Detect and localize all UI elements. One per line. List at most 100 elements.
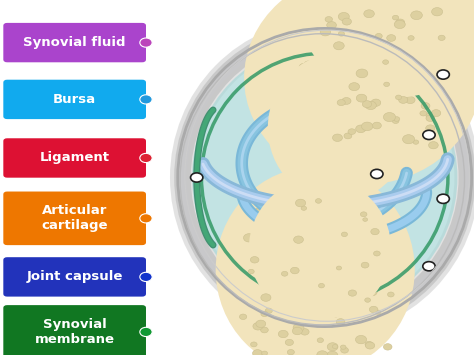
Circle shape bbox=[248, 269, 254, 274]
Text: Bursa: Bursa bbox=[53, 93, 96, 106]
Circle shape bbox=[140, 214, 152, 223]
Circle shape bbox=[390, 88, 399, 94]
Circle shape bbox=[304, 61, 314, 68]
Circle shape bbox=[420, 111, 427, 116]
Ellipse shape bbox=[244, 0, 474, 185]
Circle shape bbox=[397, 80, 409, 89]
Circle shape bbox=[371, 169, 383, 179]
Circle shape bbox=[140, 95, 152, 104]
Circle shape bbox=[421, 103, 430, 109]
Circle shape bbox=[337, 99, 345, 106]
Circle shape bbox=[325, 17, 332, 22]
Circle shape bbox=[239, 314, 247, 320]
Circle shape bbox=[301, 329, 309, 335]
Circle shape bbox=[332, 345, 338, 349]
Circle shape bbox=[295, 199, 306, 207]
Circle shape bbox=[336, 259, 346, 267]
Circle shape bbox=[292, 298, 303, 306]
Circle shape bbox=[423, 130, 435, 140]
Circle shape bbox=[330, 143, 341, 152]
Circle shape bbox=[329, 57, 336, 62]
Circle shape bbox=[363, 88, 374, 96]
Circle shape bbox=[379, 0, 391, 7]
Circle shape bbox=[362, 122, 373, 131]
Circle shape bbox=[416, 0, 422, 5]
Circle shape bbox=[292, 327, 302, 335]
Circle shape bbox=[374, 251, 380, 256]
Circle shape bbox=[356, 94, 367, 102]
Circle shape bbox=[396, 19, 405, 26]
Circle shape bbox=[412, 79, 421, 86]
Circle shape bbox=[363, 252, 373, 260]
Circle shape bbox=[140, 272, 152, 282]
Circle shape bbox=[371, 99, 381, 106]
Circle shape bbox=[283, 209, 289, 214]
Circle shape bbox=[337, 266, 342, 270]
Circle shape bbox=[320, 141, 328, 146]
Circle shape bbox=[413, 140, 419, 144]
Circle shape bbox=[327, 343, 338, 351]
Circle shape bbox=[348, 129, 356, 135]
Circle shape bbox=[341, 54, 348, 59]
Circle shape bbox=[366, 125, 374, 131]
Circle shape bbox=[140, 327, 152, 337]
Ellipse shape bbox=[249, 178, 391, 320]
Circle shape bbox=[406, 97, 415, 104]
Circle shape bbox=[370, 256, 380, 264]
Circle shape bbox=[392, 15, 399, 20]
Circle shape bbox=[351, 136, 359, 142]
Circle shape bbox=[356, 125, 366, 133]
Circle shape bbox=[392, 119, 399, 124]
Circle shape bbox=[262, 351, 267, 355]
Circle shape bbox=[265, 308, 273, 313]
Circle shape bbox=[391, 20, 400, 26]
Circle shape bbox=[365, 298, 371, 302]
Circle shape bbox=[308, 24, 316, 31]
Text: Joint capsule: Joint capsule bbox=[27, 271, 123, 283]
Circle shape bbox=[428, 73, 438, 82]
Circle shape bbox=[391, 135, 399, 141]
Text: Articular
cartilage: Articular cartilage bbox=[41, 204, 108, 232]
Circle shape bbox=[423, 262, 435, 271]
Circle shape bbox=[339, 73, 350, 81]
Circle shape bbox=[426, 115, 435, 121]
Text: Ligament: Ligament bbox=[40, 152, 109, 164]
Circle shape bbox=[327, 351, 338, 355]
Circle shape bbox=[318, 306, 328, 313]
Circle shape bbox=[336, 75, 344, 81]
Circle shape bbox=[315, 199, 321, 203]
Circle shape bbox=[356, 69, 368, 78]
Circle shape bbox=[342, 18, 351, 25]
Text: Synovial fluid: Synovial fluid bbox=[23, 36, 126, 49]
Circle shape bbox=[322, 30, 331, 37]
Circle shape bbox=[355, 75, 365, 83]
Circle shape bbox=[383, 60, 389, 64]
Circle shape bbox=[411, 34, 418, 39]
Circle shape bbox=[394, 20, 405, 28]
Circle shape bbox=[410, 64, 419, 71]
Circle shape bbox=[399, 17, 410, 25]
Circle shape bbox=[357, 147, 363, 151]
Circle shape bbox=[261, 311, 268, 317]
Circle shape bbox=[365, 342, 373, 347]
Circle shape bbox=[282, 271, 288, 276]
Circle shape bbox=[395, 95, 401, 100]
Circle shape bbox=[336, 319, 345, 325]
Circle shape bbox=[317, 338, 323, 343]
Circle shape bbox=[334, 118, 346, 127]
Circle shape bbox=[364, 10, 374, 18]
Ellipse shape bbox=[192, 43, 457, 312]
Circle shape bbox=[437, 70, 449, 79]
Circle shape bbox=[375, 33, 382, 39]
Circle shape bbox=[437, 194, 449, 203]
Circle shape bbox=[356, 335, 366, 344]
Circle shape bbox=[365, 15, 372, 20]
Circle shape bbox=[299, 63, 310, 71]
Circle shape bbox=[308, 211, 314, 215]
Circle shape bbox=[365, 262, 373, 268]
Circle shape bbox=[426, 113, 435, 119]
Circle shape bbox=[344, 133, 352, 139]
Circle shape bbox=[397, 63, 407, 71]
Ellipse shape bbox=[216, 167, 415, 355]
Circle shape bbox=[291, 237, 300, 243]
